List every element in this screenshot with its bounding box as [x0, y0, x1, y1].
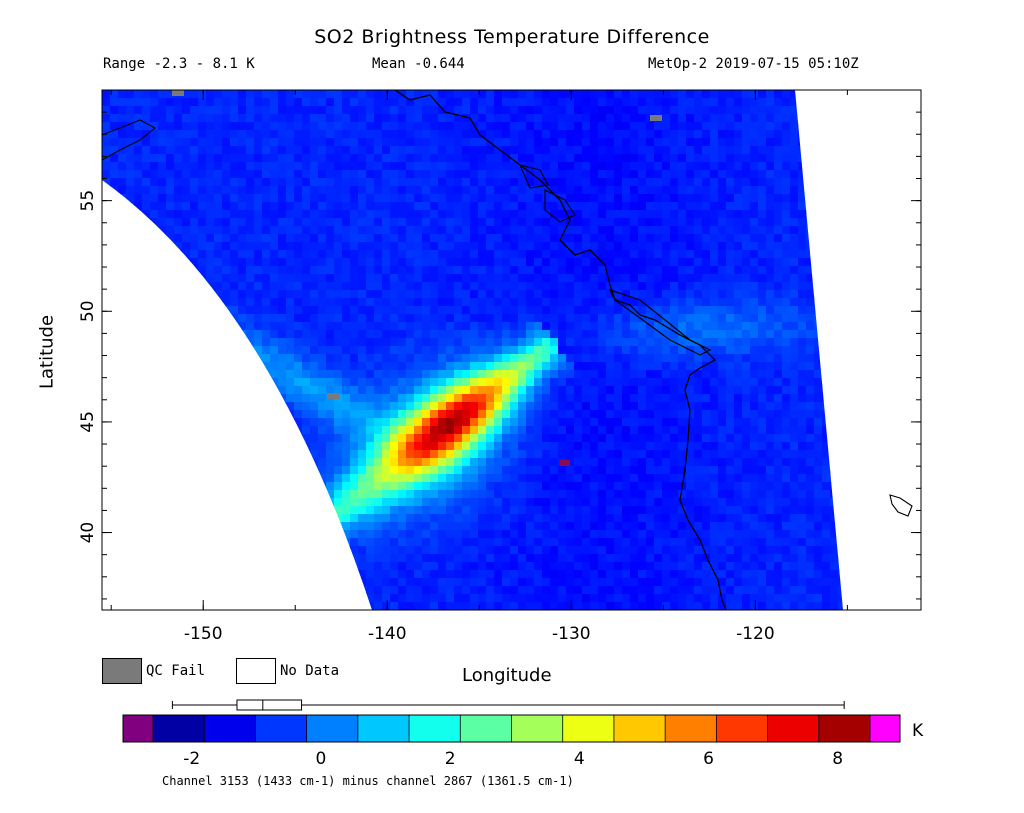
source-label: MetOp-2 2019-07-15 05:10Z	[648, 56, 859, 72]
colorbar-tick-label: -2	[183, 749, 200, 765]
x-tick-label: -120	[736, 624, 775, 640]
channel-footnote: Channel 3153 (1433 cm-1) minus channel 2…	[162, 774, 574, 788]
colorbar-segment	[511, 715, 564, 742]
chart-title: SO2 Brightness Temperature Difference	[314, 26, 710, 48]
qc-fail-pixel	[172, 90, 184, 96]
mean-label: Mean -0.644	[372, 56, 465, 72]
colorbar-segment	[409, 715, 461, 742]
colorbar-under	[123, 715, 153, 742]
colorbar: -2 0 2 4 6 8	[122, 699, 901, 765]
colorbar-tick-label: 2	[445, 749, 456, 765]
colorbar-segment	[613, 715, 666, 742]
island-outline	[889, 494, 913, 517]
colorbar-segment	[562, 715, 615, 742]
coastline	[394, 89, 727, 611]
colorbar-segment	[665, 715, 717, 742]
y-tick-label: 40	[78, 522, 98, 544]
colorbar-over	[870, 715, 900, 742]
qc-fail-pixel	[327, 393, 339, 399]
colorbar-segment	[204, 715, 256, 742]
x-axis-label: Longitude	[462, 665, 552, 686]
qc-fail-label: QC Fail	[146, 663, 206, 679]
colorbar-segment	[306, 715, 359, 742]
colorbar-tick-label: 8	[832, 749, 843, 765]
colorbar-segment	[818, 715, 871, 742]
colorbar-segment	[255, 715, 308, 742]
y-axis-label: Latitude	[36, 314, 58, 390]
colorbar-segment	[460, 715, 512, 742]
colorbar-unit: K	[912, 721, 924, 741]
y-tick-label: 45	[78, 411, 98, 433]
colorbar-segment	[767, 715, 820, 742]
colorbar-segment	[357, 715, 410, 742]
colorbar-tick-label: 0	[316, 749, 327, 765]
y-tick-label: 50	[78, 300, 98, 322]
x-tick-label: -140	[368, 624, 407, 640]
plot-frame	[101, 89, 922, 611]
y-tick-label: 55	[78, 190, 98, 212]
no-data-label: No Data	[280, 663, 340, 679]
map-plot: -150 -140 -130 -120 40 45 50 55	[78, 89, 922, 640]
colorbar-tick-label: 4	[574, 749, 585, 765]
qc-fail-swatch	[102, 658, 142, 684]
x-tick-label: -150	[184, 624, 223, 640]
colorbar-tick-label: 6	[703, 749, 714, 765]
colorbar-segment	[716, 715, 769, 742]
boxplot-box	[236, 699, 303, 711]
range-label: Range -2.3 - 8.1 K	[103, 56, 255, 72]
qc-fail-pixel	[650, 115, 662, 121]
colorbar-segment	[153, 715, 205, 742]
x-tick-label: -130	[552, 624, 591, 640]
no-data-swatch	[236, 658, 276, 684]
